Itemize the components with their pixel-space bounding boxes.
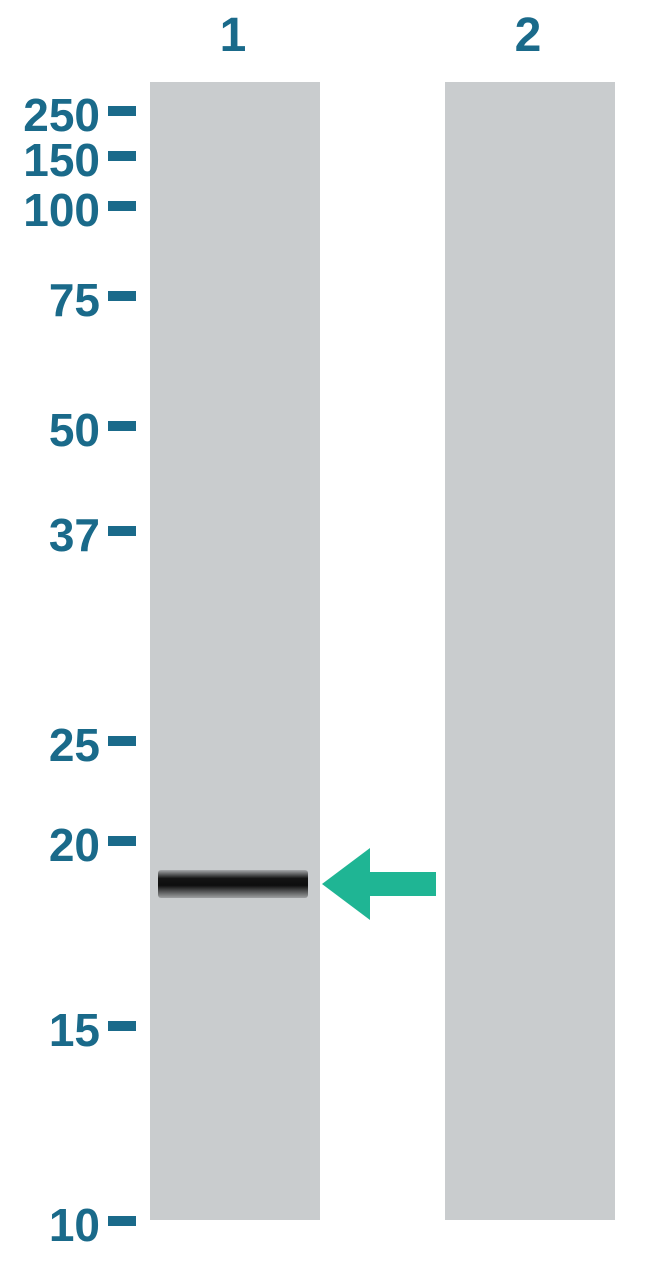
marker-50: 50	[0, 403, 100, 457]
band-arrow	[322, 848, 436, 920]
arrow-head-icon	[322, 848, 370, 920]
marker-tick-250	[108, 106, 136, 116]
marker-tick-50	[108, 421, 136, 431]
marker-75: 75	[0, 273, 100, 327]
marker-25: 25	[0, 718, 100, 772]
lane-2	[445, 82, 615, 1220]
lane-2-header: 2	[508, 8, 548, 63]
marker-20: 20	[0, 818, 100, 872]
marker-tick-15	[108, 1021, 136, 1031]
lane-1	[150, 82, 320, 1220]
western-blot-figure: 1 2 250 150 100 75 50 37 25 20 15 10	[0, 0, 650, 1270]
protein-band-lane1	[158, 870, 308, 898]
marker-15: 15	[0, 1003, 100, 1057]
marker-tick-75	[108, 291, 136, 301]
marker-tick-10	[108, 1216, 136, 1226]
marker-100: 100	[0, 183, 100, 237]
marker-tick-20	[108, 836, 136, 846]
marker-tick-25	[108, 736, 136, 746]
marker-150: 150	[0, 133, 100, 187]
marker-10: 10	[0, 1198, 100, 1252]
marker-tick-100	[108, 201, 136, 211]
marker-tick-150	[108, 151, 136, 161]
arrow-shaft	[370, 872, 436, 896]
marker-tick-37	[108, 526, 136, 536]
marker-37: 37	[0, 508, 100, 562]
lane-1-header: 1	[213, 8, 253, 63]
